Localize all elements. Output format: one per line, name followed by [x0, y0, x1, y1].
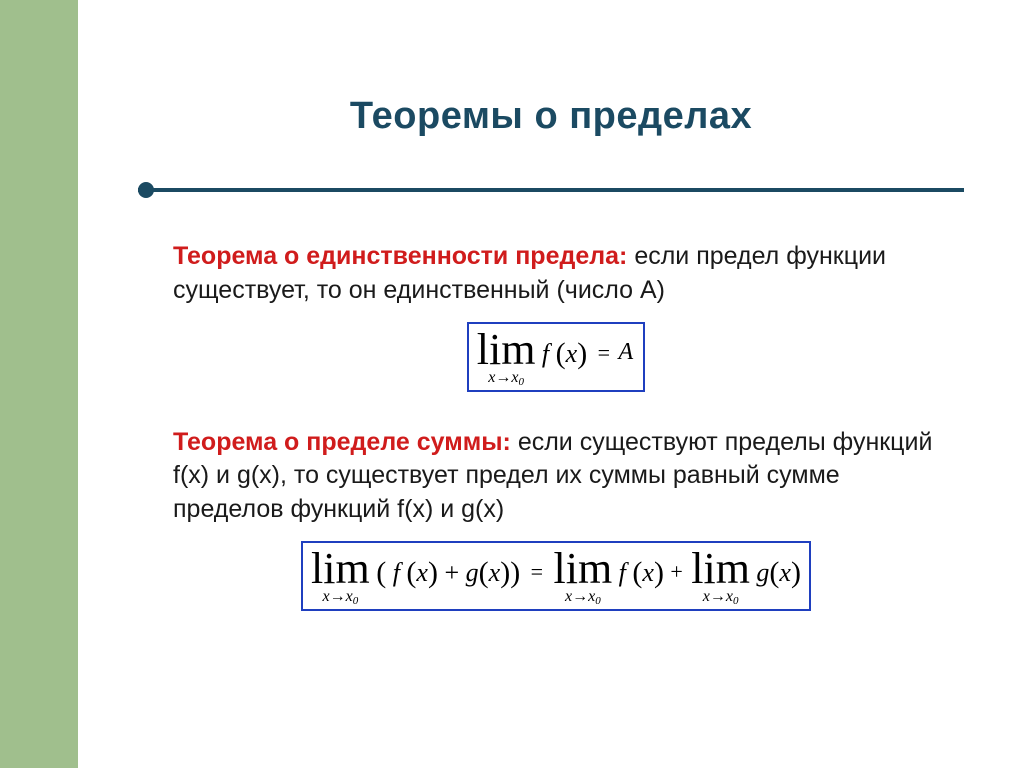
formula-1-box: lim x→x0 f (x) = A	[467, 322, 645, 392]
divider-line	[138, 188, 964, 192]
equals-sign: =	[592, 340, 614, 374]
title-divider	[138, 182, 964, 198]
formula-2-box: lim x→x0 ( f (x) + g(x)) = lim x→x0 f (x…	[301, 541, 811, 611]
formula-2-fx: f (x)	[619, 557, 664, 595]
formula-2-wrap: lim x→x0 ( f (x) + g(x)) = lim x→x0 f (x…	[173, 541, 939, 611]
formula-1-wrap: lim x→x0 f (x) = A	[173, 322, 939, 392]
formula-2-gx: g(x)	[756, 557, 801, 595]
slide-sidebar	[0, 0, 78, 768]
lim-operator: lim x→x0	[477, 328, 536, 386]
theorem-2-name: Теорема о пределе суммы:	[173, 428, 511, 456]
divider-dot-icon	[138, 182, 154, 198]
plus-sign: +	[668, 559, 684, 593]
formula-2-lhs: ( f (x) + g(x))	[376, 557, 520, 595]
formula-1-fx: f (x)	[542, 338, 587, 376]
theorem-1-name: Теорема о единственности предела:	[173, 242, 627, 270]
lim-operator: lim x→x0	[554, 547, 613, 605]
slide-body: Теорема о единственности предела: если п…	[173, 240, 939, 611]
slide-content: Теоремы о пределах Теорема о единственно…	[78, 0, 1024, 768]
lim-operator: lim x→x0	[311, 547, 370, 605]
lim-operator: lim x→x0	[691, 547, 750, 605]
slide-title: Теоремы о пределах	[78, 95, 1024, 138]
theorem-2-paragraph: Теорема о пределе суммы: если существуют…	[173, 426, 939, 527]
theorem-1-paragraph: Теорема о единственности предела: если п…	[173, 240, 939, 308]
formula-1-a: A	[619, 339, 634, 374]
equals-sign: =	[525, 559, 547, 593]
lim-text: lim	[477, 328, 536, 372]
